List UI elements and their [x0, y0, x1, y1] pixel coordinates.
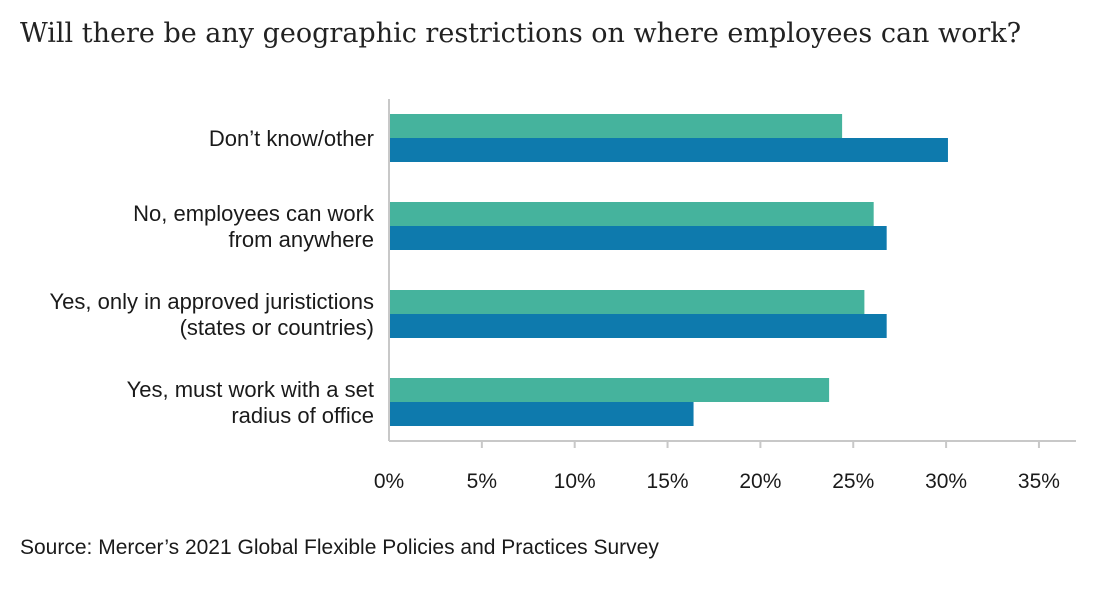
bar-4-series-1 [389, 378, 830, 402]
x-tick-label: 35% [1018, 470, 1060, 493]
x-tick-label: 30% [925, 470, 967, 493]
category-label: Yes, only in approved juristictions (stat… [50, 289, 374, 340]
source-note: Source: Mercer’s 2021 Global Flexible Po… [20, 536, 659, 559]
category-label-line: No, employees can work [133, 201, 375, 226]
bars-group [389, 114, 948, 426]
tick-labels: 0% 5% 10% 15% 20% 25% 30% 35% [374, 470, 1060, 493]
x-tick-label: 5% [467, 470, 497, 493]
category-label-line: radius of office [231, 403, 374, 428]
bar-2-series-1 [389, 202, 874, 226]
category-label: No, employees can work from anywhere [133, 201, 375, 252]
category-label: Don’t know/other [209, 126, 374, 151]
bar-2-series-2 [389, 226, 887, 250]
category-label-line: (states or countries) [180, 315, 374, 340]
category-label-line: Don’t know/other [209, 126, 374, 151]
category-label-line: from anywhere [228, 227, 374, 252]
bar-3-series-2 [389, 314, 887, 338]
bar-1-series-2 [389, 138, 948, 162]
x-tick-label: 25% [832, 470, 874, 493]
x-tick-label: 15% [647, 470, 689, 493]
axes-group [388, 99, 1076, 448]
category-label: Yes, must work with a set radius of offic… [127, 377, 374, 428]
category-label-line: Yes, must work with a set [127, 377, 374, 402]
x-tick-label: 0% [374, 470, 404, 493]
x-tick-label: 10% [554, 470, 596, 493]
category-labels: Don’t know/other No, employees can work fr… [50, 126, 375, 428]
category-label-line: Yes, only in approved juristictions [50, 289, 374, 314]
bar-1-series-1 [389, 114, 843, 138]
bar-4-series-2 [389, 402, 694, 426]
x-tick-label: 20% [739, 470, 781, 493]
chart-title: Will there be any geographic restriction… [20, 18, 1022, 49]
bar-3-series-1 [389, 290, 865, 314]
